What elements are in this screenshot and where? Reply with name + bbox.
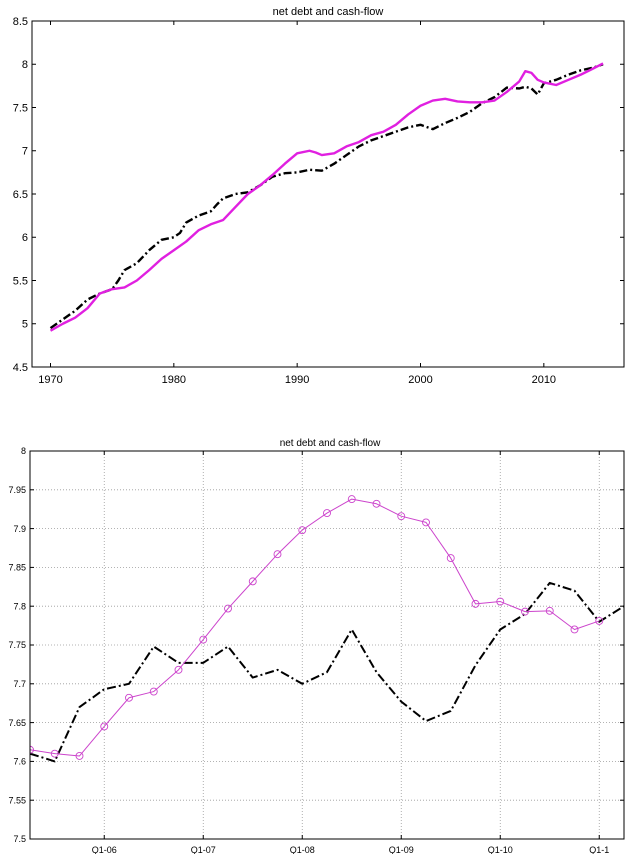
y-tick-label: 7.65: [8, 718, 26, 728]
series-line-solid: [30, 498, 600, 757]
series-marker: [521, 607, 529, 616]
y-tick-label: 4.5: [13, 362, 28, 374]
y-tick-label: 7.9: [13, 524, 26, 534]
y-tick-label: 5.5: [13, 275, 28, 287]
chart-bottom-grid: [30, 451, 624, 839]
series-marker: [570, 625, 579, 634]
y-tick-label: 7.75: [8, 640, 26, 650]
x-tick-label: 2010: [532, 374, 556, 386]
chart-bottom-series: [30, 495, 624, 763]
y-tick-label: 7.55: [8, 795, 26, 805]
y-tick-label: 7.7: [13, 679, 26, 689]
series-marker: [273, 550, 282, 559]
y-tick-label: 7.8: [13, 601, 26, 611]
series-marker: [50, 749, 59, 758]
series-marker: [224, 604, 232, 613]
x-tick-label: Q1-08: [290, 845, 315, 854]
x-tick-label: Q1-1: [589, 845, 609, 854]
chart-top: net debt and cash-flow 4.5 5 5.5 6 6.5 7 7.5 8 8…: [13, 6, 625, 386]
chart-top-title: net debt and cash-flow: [273, 6, 384, 18]
series-marker: [100, 722, 109, 731]
series-line-dashdot: [49, 63, 604, 330]
series-marker: [75, 752, 84, 760]
series-marker: [30, 745, 34, 754]
series-marker: [372, 499, 381, 508]
y-tick-label: 6: [22, 232, 28, 244]
y-tick-label: 8: [21, 446, 26, 456]
x-tick-label: Q1-09: [389, 845, 414, 854]
series-marker: [545, 606, 554, 615]
series-line-solid: [49, 62, 604, 332]
series-marker: [248, 577, 257, 586]
y-tick-label: 7.5: [13, 834, 26, 844]
y-tick-label: 7: [22, 146, 28, 158]
series-marker: [496, 597, 505, 606]
x-tick-label: 1970: [38, 374, 62, 386]
chart-top-series: [49, 62, 604, 332]
series-marker: [397, 512, 406, 521]
x-tick-label: 2000: [408, 374, 432, 386]
y-tick-label: 7.85: [8, 563, 26, 573]
y-tick-label: 7.5: [13, 102, 28, 114]
chart-top-ticks: 4.5 5 5.5 6 6.5 7 7.5 8 8.5 1970 1980 1990 2000 2010: [13, 16, 624, 386]
series-marker: [174, 665, 183, 674]
y-tick-label: 8.5: [13, 16, 28, 28]
chart-top-plot-frame: [31, 20, 625, 368]
x-tick-label: 1980: [162, 374, 186, 386]
series-marker: [199, 635, 208, 644]
chart-bottom-ticks: 7.5 7.55 7.6 7.65 7.7 7.75 7.8 7.85 7.9 7.95 8 Q1-0…: [8, 446, 624, 854]
series-marker: [347, 495, 356, 504]
series-marker: [298, 526, 307, 535]
x-tick-label: Q1-07: [191, 845, 216, 854]
x-tick-label: Q1-10: [488, 845, 513, 854]
series-marker: [125, 693, 133, 702]
y-tick-label: 7.6: [13, 757, 26, 767]
y-tick-label: 8: [22, 59, 28, 71]
x-tick-label: Q1-06: [92, 845, 117, 854]
y-tick-label: 7.95: [8, 485, 26, 495]
series-marker: [446, 554, 455, 563]
series-marker: [471, 599, 480, 608]
x-tick-label: 1990: [285, 374, 309, 386]
series-marker: [323, 509, 331, 518]
series-marker: [595, 616, 604, 625]
series-marker: [149, 687, 158, 696]
chart-bottom: net debt and cash-flow 7.5 7.55 7.6 7.65 7.7…: [8, 438, 625, 854]
series-marker: [422, 518, 430, 527]
series-line-dashdot: [30, 581, 624, 763]
y-tick-label: 5: [22, 319, 28, 331]
y-tick-label: 6.5: [13, 189, 28, 201]
chart-bottom-title: net debt and cash-flow: [280, 438, 381, 449]
